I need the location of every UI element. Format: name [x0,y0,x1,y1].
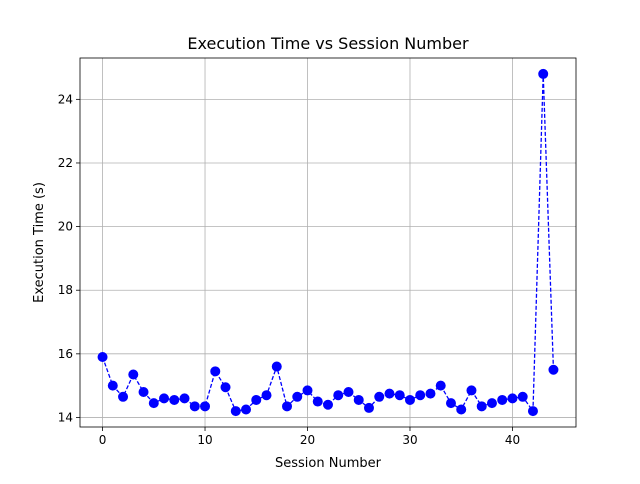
data-point [548,364,559,375]
y-axis-label: Execution Time (s) [32,182,47,303]
series-layer [97,68,559,417]
data-point [476,401,487,412]
data-point [486,398,497,409]
y-tick-label: 14 [58,410,73,424]
x-tick-label: 30 [402,433,417,447]
data-point [527,406,538,417]
x-tick-label: 10 [197,433,212,447]
data-point [497,394,508,405]
data-point [538,68,549,79]
data-point [107,380,118,391]
data-point [148,398,159,409]
data-point [271,361,282,372]
x-tick-label: 20 [300,433,315,447]
data-point [343,387,354,398]
ticks: 0 10 20 30 40 14 16 18 20 22 24 [58,92,520,447]
grid [80,58,576,427]
y-tick-label: 18 [58,283,73,297]
data-point [210,366,221,377]
x-axis-label: Session Number [275,456,382,471]
data-point [507,393,518,404]
data-point [200,401,211,412]
series-line [101,73,555,414]
data-point [97,352,108,363]
data-point [404,394,415,405]
data-point [138,387,149,398]
data-point [394,390,405,401]
y-tick-label: 24 [58,92,73,106]
data-point [230,406,241,417]
data-point [445,398,456,409]
data-point [128,369,139,380]
data-point [323,399,333,410]
plot-frame [79,57,577,428]
y-tick-label: 22 [58,156,73,170]
data-point [312,396,323,407]
data-point [189,401,200,412]
data-point [363,402,374,413]
y-tick-label: 16 [58,347,73,361]
data-point [353,394,364,405]
data-point [456,404,467,415]
data-point [425,388,436,399]
data-point [384,388,395,399]
data-point [415,390,426,401]
data-point [292,391,303,402]
data-point [435,380,446,391]
data-point [374,391,385,402]
data-point [282,401,293,412]
data-point [169,394,180,405]
data-point [261,390,272,401]
data-point [251,394,262,405]
data-point [220,382,231,393]
y-tick-label: 20 [58,220,73,234]
data-point [333,390,344,401]
data-point [302,385,313,396]
data-point [118,391,129,402]
data-point [159,393,170,404]
data-point [517,391,528,402]
data-point [179,393,190,404]
chart-title: Execution Time vs Session Number [187,34,469,53]
data-point [466,385,477,396]
data-point [241,404,252,415]
x-tick-label: 0 [99,433,107,447]
x-tick-label: 40 [505,433,520,447]
